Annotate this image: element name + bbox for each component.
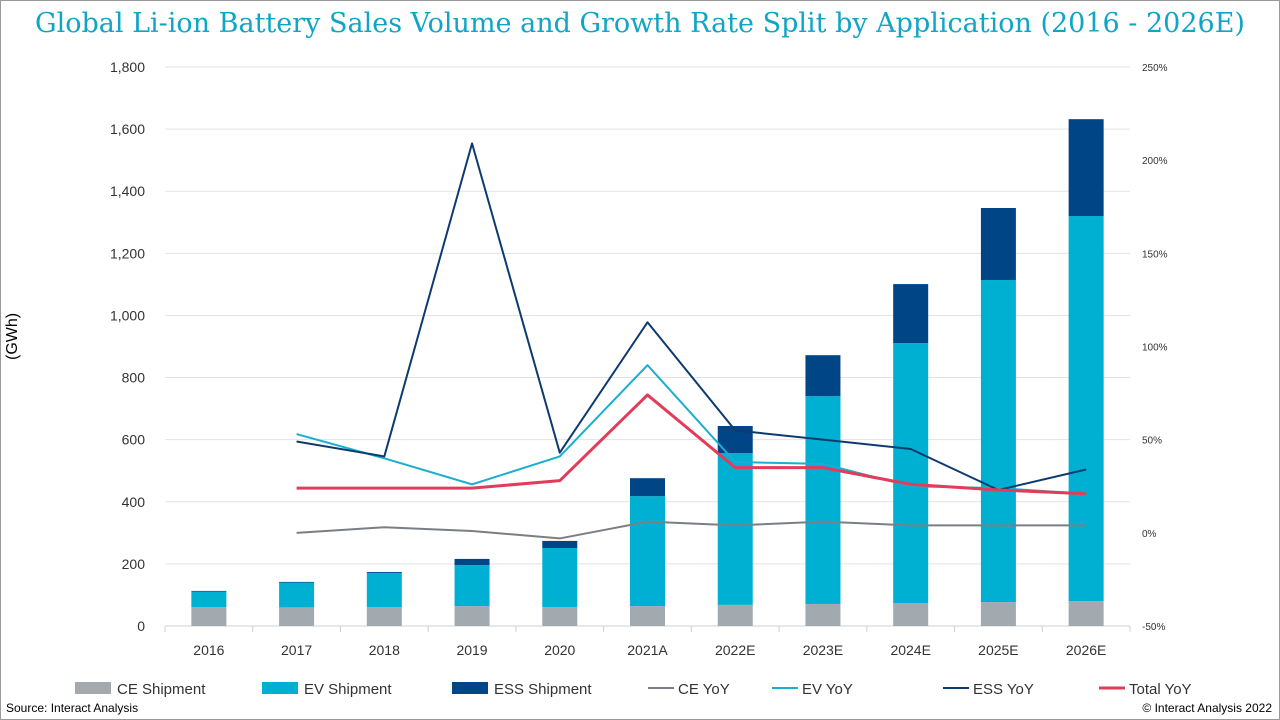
y-tick-label: 400	[122, 494, 146, 510]
bar-ev-shipment	[893, 343, 929, 604]
bar-ev-shipment	[630, 496, 665, 607]
bar-ce-shipment	[542, 607, 578, 626]
x-tick-label: 2019	[456, 642, 487, 658]
legend-label: CE YoY	[678, 681, 730, 698]
y-tick-label: 1,200	[110, 245, 145, 261]
bar-ev-shipment	[454, 565, 490, 607]
y2-tick-label: 100%	[1142, 343, 1168, 354]
y2-tick-label: 150%	[1142, 249, 1168, 260]
bar-ev-shipment	[980, 280, 1016, 603]
legend-label: EV YoY	[802, 681, 853, 698]
bar-ess-shipment	[191, 590, 227, 592]
bar-ce-shipment	[805, 603, 841, 626]
y2-tick-label: 50%	[1142, 436, 1162, 447]
y-tick-label: 200	[122, 556, 146, 572]
y2-tick-label: 0%	[1142, 529, 1157, 540]
y-tick-label: 600	[122, 432, 146, 448]
bar-ev-shipment	[1068, 216, 1104, 602]
bar-ev-shipment	[717, 453, 753, 605]
chart-title: Global Li-ion Battery Sales Volume and G…	[35, 8, 1245, 39]
bar-ce-shipment	[454, 606, 490, 626]
legend-label: ESS YoY	[973, 681, 1034, 698]
bar-ess-shipment	[454, 558, 490, 566]
bar-ce-shipment	[717, 604, 753, 626]
y-tick-label: 0	[137, 618, 145, 634]
y-tick-label: 1,400	[110, 183, 145, 199]
bar-ev-shipment	[805, 396, 841, 604]
bar-ce-shipment	[1068, 601, 1104, 626]
x-tick-label: 2016	[193, 642, 224, 658]
bar-ce-shipment	[980, 602, 1016, 626]
bar-ess-shipment	[893, 284, 929, 344]
bar-ess-shipment	[980, 207, 1016, 281]
bar-ess-shipment	[1068, 119, 1104, 217]
bar-ess-shipment	[542, 540, 578, 549]
y2-tick-label: 200%	[1142, 156, 1168, 167]
legend-label: EV Shipment	[304, 681, 392, 698]
bar-ess-shipment	[630, 478, 665, 497]
legend-swatch	[452, 682, 488, 694]
y-tick-label: 800	[122, 370, 146, 386]
bar-ess-shipment	[366, 571, 402, 573]
bar-ce-shipment	[630, 606, 665, 626]
bar-ce-shipment	[366, 607, 402, 626]
legend-label: ESS Shipment	[494, 681, 592, 698]
legend-swatch	[262, 682, 298, 694]
source-note: Source: Interact Analysis	[6, 701, 139, 715]
x-tick-label: 2025E	[978, 642, 1018, 658]
y-tick-label: 1,000	[110, 307, 145, 323]
y-tick-label: 1,800	[110, 59, 145, 75]
y-tick-label: 1,600	[110, 121, 145, 137]
x-tick-label: 2022E	[715, 642, 755, 658]
bar-ev-shipment	[191, 591, 227, 608]
legend-label: Total YoY	[1129, 681, 1192, 698]
line-ce-yoy	[296, 520, 1087, 540]
bar-ev-shipment	[542, 548, 578, 608]
y2-tick-label: -50%	[1142, 622, 1165, 633]
bar-ess-shipment	[805, 355, 841, 397]
bar-ess-shipment	[279, 581, 315, 583]
x-tick-label: 2021A	[627, 642, 668, 658]
bar-ev-shipment	[366, 572, 402, 608]
x-tick-label: 2018	[369, 642, 400, 658]
bar-ce-shipment	[191, 607, 227, 626]
x-tick-label: 2024E	[890, 642, 930, 658]
bar-ce-shipment	[893, 603, 929, 626]
bar-ce-shipment	[279, 607, 315, 626]
y2-tick-label: 250%	[1142, 63, 1168, 74]
x-tick-label: 2017	[281, 642, 312, 658]
bar-ev-shipment	[279, 582, 315, 608]
line-total-yoy	[296, 393, 1087, 496]
legend-swatch	[75, 682, 111, 694]
x-tick-label: 2023E	[803, 642, 843, 658]
x-tick-label: 2026E	[1066, 642, 1106, 658]
line-ess-yoy	[296, 142, 1087, 491]
legend-label: CE Shipment	[117, 681, 206, 698]
x-tick-label: 2020	[544, 642, 575, 658]
copyright-note: © Interact Analysis 2022	[1142, 701, 1272, 715]
